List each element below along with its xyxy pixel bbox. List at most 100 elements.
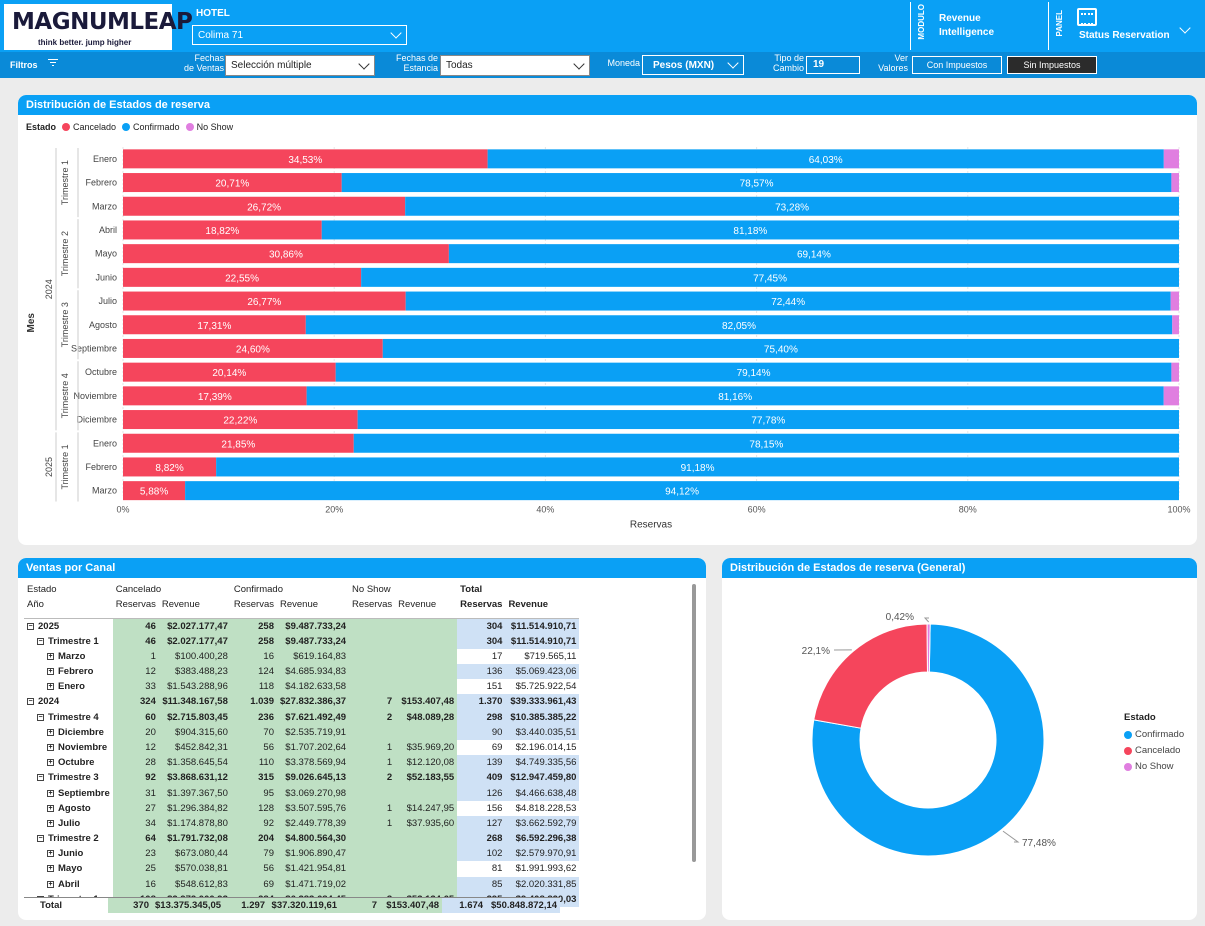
table-cell [349,648,396,664]
hotel-dropdown[interactable]: Colima 71 [192,25,407,45]
expand-icon[interactable]: + [47,865,54,873]
expand-icon[interactable]: + [47,728,54,736]
bar-no-show[interactable] [1163,386,1179,406]
table-scrollbar[interactable] [692,584,696,862]
x-tick-label: 100% [1167,505,1190,515]
expand-icon[interactable]: + [47,804,54,812]
table-row[interactable]: + Octubre 28 $1.358.645,54 110 $3.378.569,94 1… [24,755,580,771]
bar-cancelado[interactable] [123,315,306,335]
bar-cancelado[interactable] [123,362,336,382]
bar-cancelado[interactable] [123,481,186,501]
bar-cancelado[interactable] [123,173,342,193]
bar-cancelado[interactable] [123,386,307,406]
table-row[interactable]: −2024 324 $11.348.167,58 1.039 $27.832.386,3… [24,694,580,710]
bar-confirmado[interactable] [357,410,1179,430]
bar-confirmado[interactable] [321,220,1179,240]
bar-cancelado[interactable] [123,457,217,477]
bar-no-show[interactable] [1171,173,1179,193]
bar-no-show[interactable] [1172,315,1179,335]
table-row[interactable]: − Trimestre 2 64 $1.791.732,08 204 $4.800.564… [24,831,580,847]
bar-no-show[interactable] [1163,149,1179,169]
bar-no-show[interactable] [1170,291,1179,311]
donut-slice-no-show[interactable] [926,623,931,673]
bar-cancelado[interactable] [123,267,362,287]
expand-icon[interactable]: + [47,819,54,827]
fechas-ventas-dropdown[interactable]: Selección múltiple [225,55,375,76]
bar-confirmado[interactable] [341,173,1172,193]
bar-cancelado[interactable] [123,244,449,264]
bar-cancelado[interactable] [123,220,322,240]
filtros-label[interactable]: Filtros [10,60,38,70]
bar-confirmado[interactable] [216,457,1179,477]
table-row[interactable]: + Mayo 25 $570.038,81 56 $1.421.954,81 81 $1.99… [24,861,579,877]
expand-icon[interactable]: − [27,698,34,706]
bar-cancelado[interactable] [123,291,406,311]
bar-cancelado[interactable] [123,410,358,430]
table-cell: $12.947.459,80 [505,770,580,786]
legend-noshow[interactable]: No Show [196,122,234,132]
table-row[interactable]: −2025 46 $2.027.177,47 258 $9.487.733,24 304 $… [24,618,580,634]
donut-slice-cancelado[interactable] [813,623,928,729]
con-impuestos-button[interactable]: Con Impuestos [912,56,1002,74]
table-row[interactable]: + Noviembre 12 $452.842,31 56 $1.707.202,64 1 $… [24,739,579,756]
expand-icon[interactable]: − [37,835,44,843]
expand-icon[interactable]: − [37,774,44,782]
bar-confirmado[interactable] [353,433,1180,453]
bar-cancelado[interactable] [123,433,354,453]
donut-legend-noshow[interactable]: No Show [1124,761,1184,772]
donut-legend-cancelado[interactable]: Cancelado [1124,745,1184,756]
table-row[interactable]: + Septiembre 31 $1.397.367,50 95 $3.069.270,9… [24,785,580,801]
panel-selector[interactable]: PANEL Status Reservation [1048,2,1203,50]
category-label: Noviembre [73,391,117,401]
sin-impuestos-button[interactable]: Sin Impuestos [1007,56,1097,74]
table-row[interactable]: + Diciembre 20 $904.315,60 70 $2.535.719,91 90… [24,724,580,740]
estado-reserva-bar-card: Distribución de Estados de reserva Estad… [18,95,1197,545]
bar-confirmado[interactable] [361,267,1179,287]
expand-icon[interactable]: + [47,759,54,767]
bar-confirmado[interactable] [335,362,1172,382]
expand-icon[interactable]: + [47,683,54,691]
bar-confirmado[interactable] [185,481,1180,501]
tipo-cambio-input[interactable]: 19 [806,56,860,74]
table-row[interactable]: − Trimestre 4 60 $2.715.803,45 236 $7.621.492… [24,709,580,725]
expand-icon[interactable]: − [37,637,44,645]
bar-confirmado[interactable] [405,196,1179,216]
table-row[interactable]: − Trimestre 1 46 $2.027.177,47 258 $9.487.733… [24,633,580,649]
expand-icon[interactable]: + [47,850,54,858]
legend-confirmado[interactable]: Confirmado [133,122,180,132]
expand-icon[interactable]: − [37,713,44,721]
bar-no-show[interactable] [1171,362,1179,382]
ventas-table-wrap[interactable]: Estado Cancelado Confirmado No Show Total Año… [24,582,688,912]
table-row[interactable]: + Julio 34 $1.174.878,80 92 $2.449.778,39 1 $37… [24,815,580,831]
bar-confirmado[interactable] [405,291,1171,311]
expand-icon[interactable]: + [47,668,54,676]
table-row[interactable]: + Junio 23 $673.080,44 79 $1.906.890,47 102 $2.… [24,846,580,862]
bar-confirmado[interactable] [448,244,1179,264]
bar-confirmado[interactable] [306,386,1164,406]
expand-icon[interactable]: + [47,652,54,660]
bar-confirmado[interactable] [487,149,1164,169]
modulo-selector[interactable]: MODULO Revenue Intelligence [910,2,1046,50]
expand-icon[interactable]: − [27,622,34,630]
chevron-down-icon[interactable] [1179,22,1191,34]
table-row[interactable]: + Marzo 1 $100.400,28 16 $619.164,83 17 $719.56… [24,648,579,664]
donut-slice-confirmado[interactable] [811,623,1045,857]
expand-icon[interactable]: + [47,880,54,888]
expand-icon[interactable]: + [47,743,54,751]
bar-confirmado[interactable] [382,338,1179,358]
bar-cancelado[interactable] [123,149,488,169]
table-row[interactable]: + Enero 33 $1.543.288,96 118 $4.182.633,58 151… [24,679,579,695]
moneda-dropdown[interactable]: Pesos (MXN) [642,55,744,75]
bar-cancelado[interactable] [123,338,383,358]
expand-icon[interactable]: + [47,789,54,797]
table-row[interactable]: − Trimestre 3 92 $3.868.631,12 315 $9.026.645… [24,770,580,786]
legend-cancelado[interactable]: Cancelado [73,122,117,132]
table-row[interactable]: + Agosto 27 $1.296.384,82 128 $3.507.595,76 1 $… [24,800,579,816]
table-row[interactable]: + Febrero 12 $383.488,23 124 $4.685.934,83 136… [24,663,580,680]
bar-confirmado[interactable] [305,315,1173,335]
filter-icon[interactable] [48,59,58,67]
fechas-estancia-dropdown[interactable]: Todas [440,55,590,76]
donut-legend-confirmado[interactable]: Confirmado [1124,729,1184,740]
bar-cancelado[interactable] [123,196,406,216]
table-row[interactable]: + Abril 16 $548.612,83 69 $1.471.719,02 85 $2.0… [24,876,580,892]
